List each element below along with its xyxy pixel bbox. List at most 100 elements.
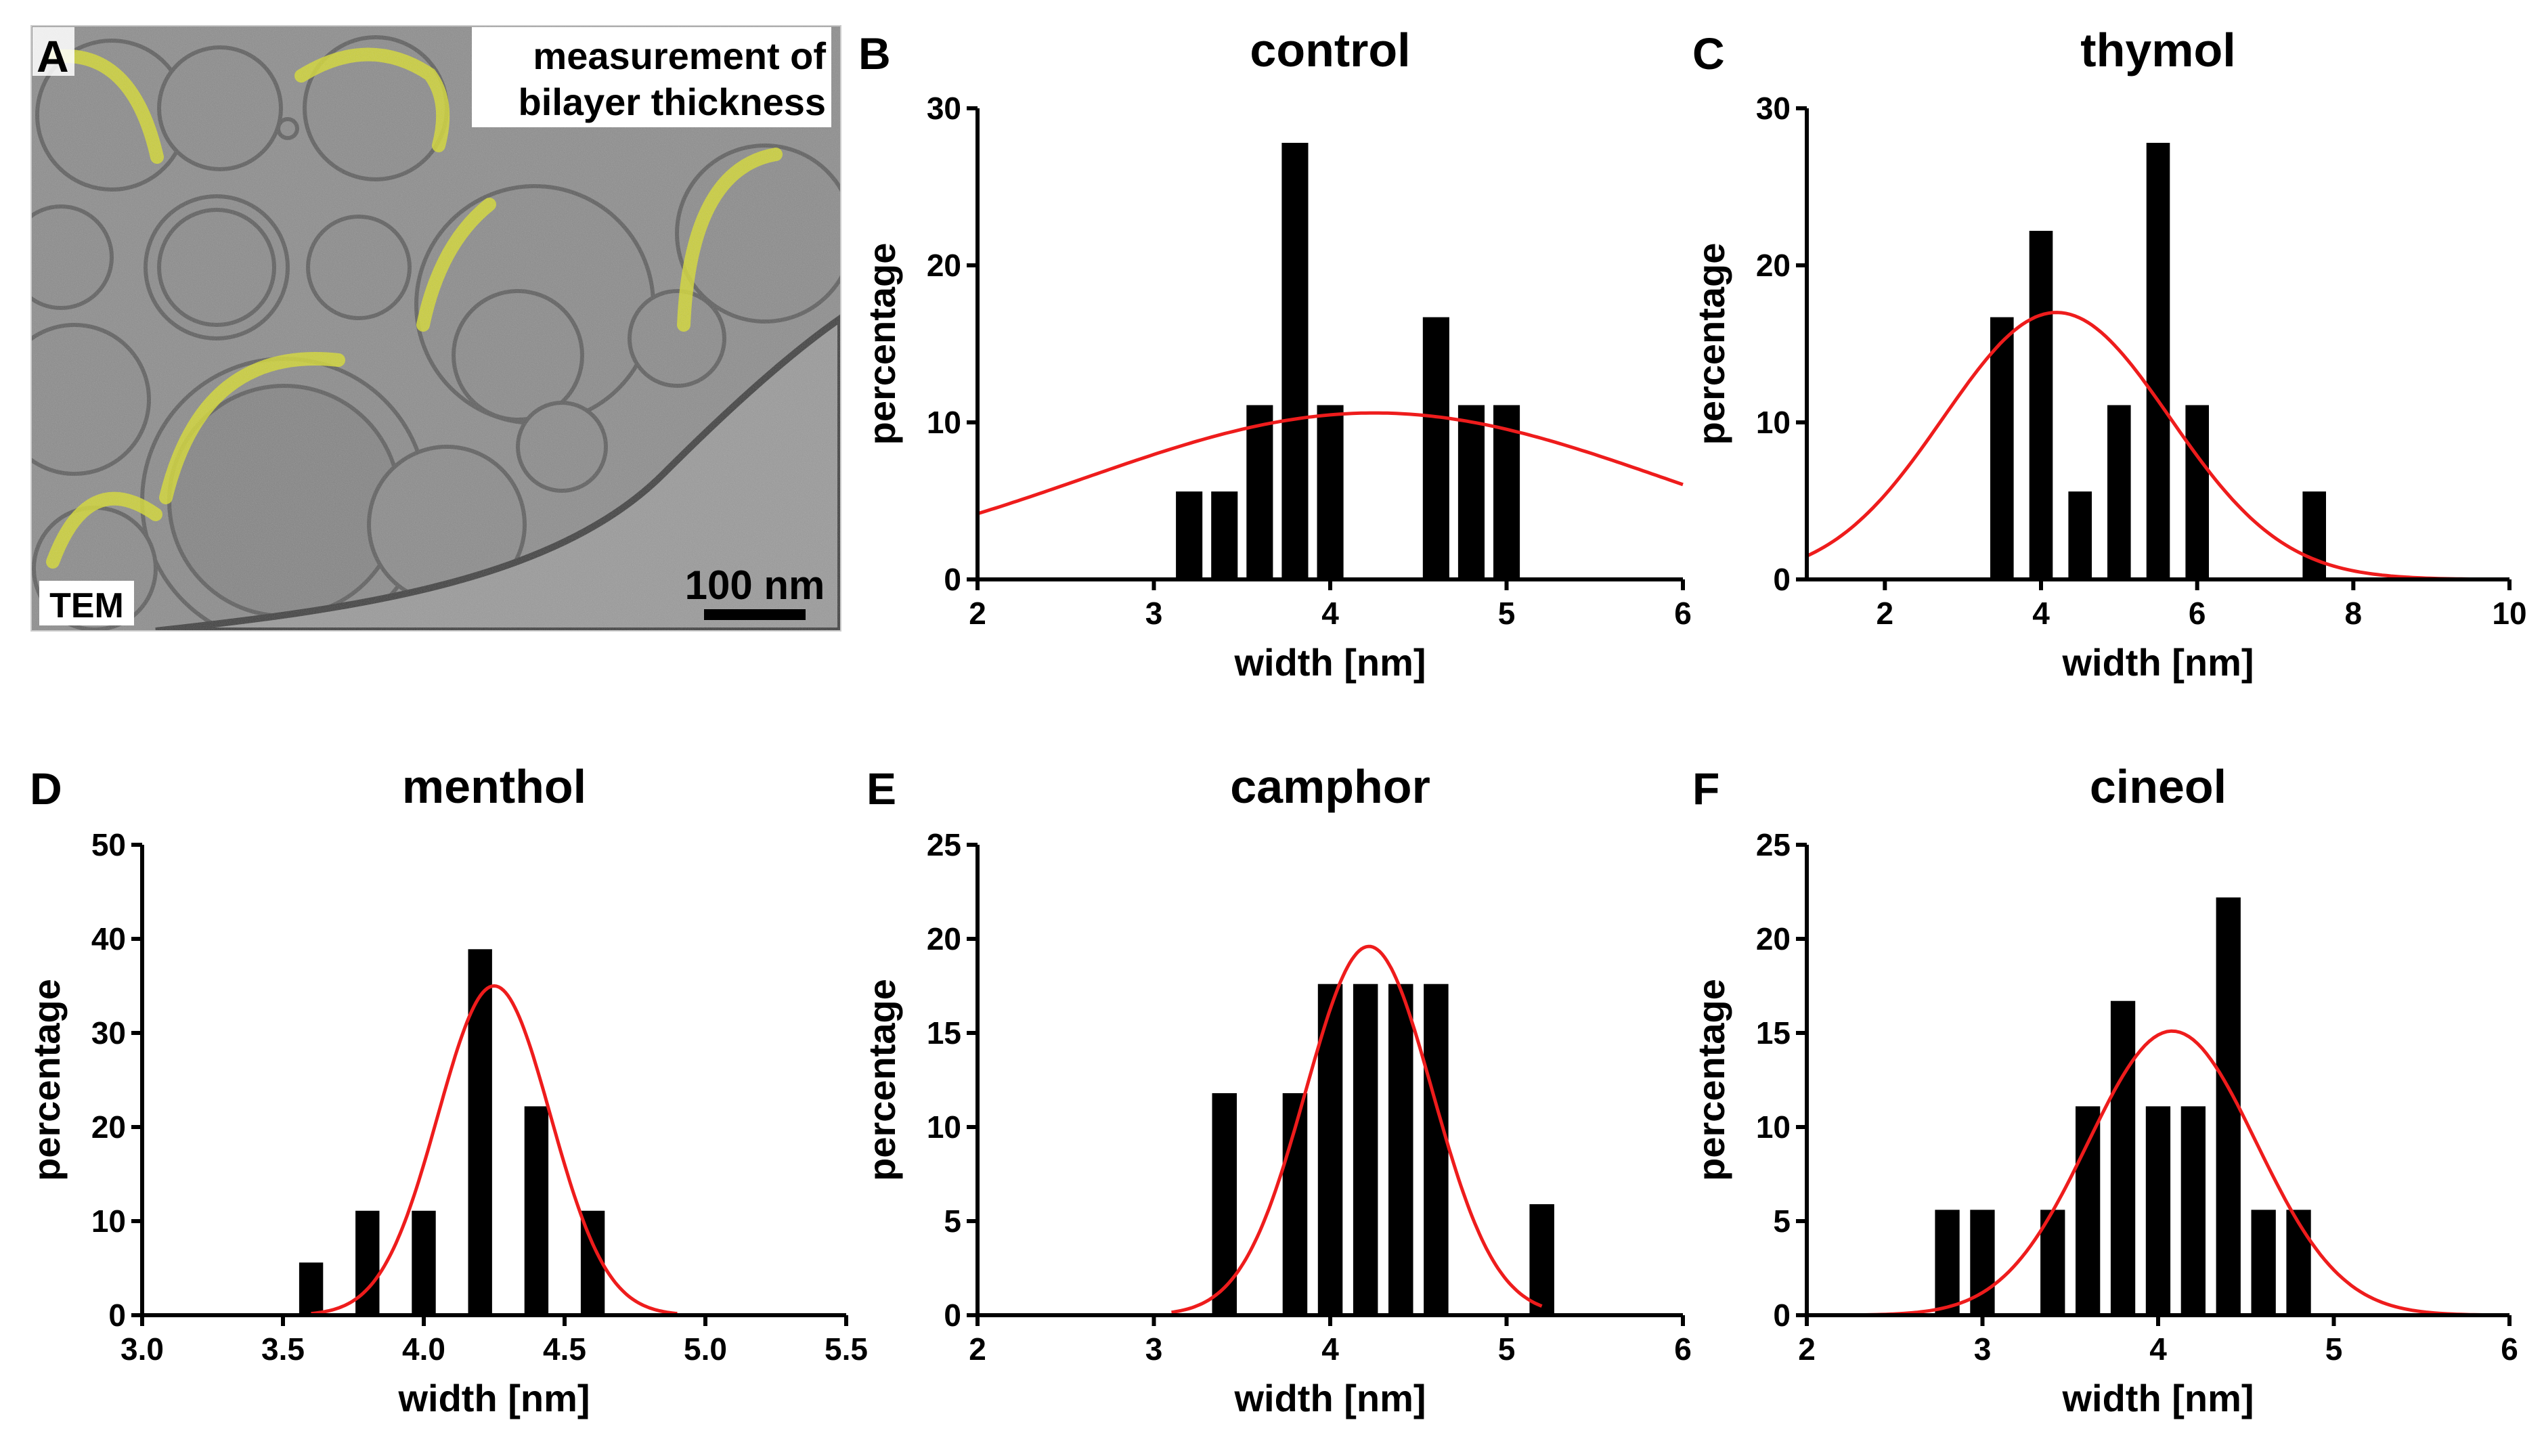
micrograph-border	[30, 25, 841, 632]
y-tick-label: 30	[927, 91, 961, 126]
x-tick-label: 2	[1877, 596, 1894, 631]
x-axis-label: width [nm]	[2061, 1377, 2254, 1419]
panel-c: C thymol 2 4 6 8 10 0 10 20 30 width [nm] percentag…	[1690, 24, 2527, 684]
bar	[1317, 405, 1344, 579]
bar	[1422, 317, 1449, 579]
panel-letter-a: A	[37, 31, 69, 81]
y-tick-label: 0	[1773, 1298, 1791, 1333]
panel-letter-b: B	[858, 28, 891, 79]
annotation-line-2: bilayer thickness	[519, 81, 826, 123]
panel-letter-f: F	[1692, 764, 1719, 814]
y-axis-label: percentage	[1690, 979, 1732, 1181]
y-tick-label: 20	[927, 248, 961, 283]
x-tick-label: 4.5	[543, 1331, 586, 1367]
y-tick-label: 10	[91, 1204, 126, 1239]
x-tick-label: 6	[2189, 596, 2206, 631]
y-tick-label: 20	[1756, 921, 1791, 956]
x-tick-label: 8	[2345, 596, 2363, 631]
panel-b: B control 2 3 4 5 6 0 10 20 30 width [nm] percentag…	[858, 24, 1692, 684]
y-tick-label: 15	[927, 1015, 961, 1051]
bar	[1246, 405, 1273, 579]
bar	[468, 949, 492, 1315]
y-tick-label: 5	[944, 1204, 961, 1239]
panel-a-letter-bg	[32, 27, 74, 76]
x-tick-label: 4.0	[402, 1331, 445, 1367]
x-tick-label: 2	[1798, 1331, 1816, 1367]
x-axis-label: width [nm]	[2061, 641, 2254, 684]
x-tick-label: 2	[969, 1331, 986, 1367]
bar	[1212, 1093, 1237, 1315]
y-tick-label: 25	[927, 827, 961, 862]
x-axis-label: width [nm]	[1233, 1377, 1426, 1419]
annotation-box	[472, 27, 831, 127]
panel-a: A measurement of bilayer thickness TEM 1…	[30, 25, 841, 632]
bar	[355, 1210, 380, 1315]
x-tick-label: 3	[1145, 1331, 1163, 1367]
y-tick-label: 10	[1756, 405, 1791, 440]
bar	[2107, 405, 2131, 579]
panel-letter-e: E	[867, 764, 896, 814]
y-axis-label: percentage	[1690, 243, 1732, 445]
x-tick-label: 6	[1674, 596, 1692, 631]
y-tick-label: 20	[1756, 248, 1791, 283]
y-tick-label: 20	[927, 921, 961, 956]
gaussian-fit-line	[1807, 1029, 2510, 1317]
x-tick-label: 3.5	[261, 1331, 305, 1367]
panel-e: E camphor 2 3 4 5 6 0 5 10 15 20 25 width [nm] percen…	[860, 760, 1692, 1419]
annotation-line-1: measurement of	[533, 35, 826, 77]
y-tick-label: 50	[91, 827, 126, 862]
bar	[2145, 1106, 2171, 1315]
x-tick-label: 4	[1321, 596, 1339, 631]
bar	[2251, 1210, 2276, 1315]
bar	[2302, 491, 2326, 579]
y-axis-label: percentage	[860, 979, 903, 1181]
x-tick-label: 3	[1145, 596, 1163, 631]
y-tick-label: 0	[108, 1298, 126, 1333]
gaussian-fit-line	[1805, 311, 2510, 581]
y-tick-label: 5	[1773, 1204, 1791, 1239]
panel-letter-c: C	[1692, 28, 1725, 79]
panel-letter-d: D	[30, 764, 62, 814]
y-axis-label: percentage	[25, 979, 68, 1181]
tem-label: TEM	[49, 586, 124, 625]
y-tick-label: 10	[927, 1109, 961, 1145]
x-tick-label: 4	[2149, 1331, 2167, 1367]
chart-title: control	[1250, 24, 1410, 76]
panel-f: F cineol 2 3 4 5 6 0 5 10 15 20 25 width [nm] percent…	[1690, 760, 2518, 1419]
bar	[1281, 143, 1309, 579]
y-tick-label: 25	[1756, 827, 1791, 862]
bar	[299, 1262, 324, 1315]
x-tick-label: 5	[2325, 1331, 2343, 1367]
gaussian-fit-line	[311, 984, 678, 1315]
bar	[1211, 491, 1238, 579]
x-tick-label: 5	[1498, 1331, 1516, 1367]
x-tick-label: 5.5	[825, 1331, 868, 1367]
chart-title: cineol	[2090, 760, 2227, 813]
y-tick-label: 0	[944, 1298, 961, 1333]
scale-bar	[704, 609, 806, 620]
bar	[1424, 984, 1449, 1315]
x-tick-label: 2	[969, 596, 986, 631]
y-tick-label: 40	[91, 921, 126, 956]
chart-title: camphor	[1230, 760, 1430, 813]
bar	[1970, 1210, 1995, 1315]
x-tick-label: 5.0	[684, 1331, 727, 1367]
y-tick-label: 10	[927, 405, 961, 440]
x-tick-label: 6	[1674, 1331, 1692, 1367]
bar	[2068, 491, 2092, 579]
y-tick-label: 30	[1756, 91, 1791, 126]
bar	[1176, 491, 1203, 579]
x-axis-label: width [nm]	[1233, 641, 1426, 684]
bar	[1529, 1204, 1554, 1315]
bar	[1990, 317, 2014, 579]
tem-label-bg	[39, 581, 134, 625]
bar	[1388, 984, 1413, 1315]
y-tick-label: 30	[91, 1015, 126, 1051]
bar	[2076, 1106, 2101, 1315]
axes	[140, 845, 846, 1317]
bar	[2286, 1210, 2311, 1315]
y-tick-label: 15	[1756, 1015, 1791, 1051]
x-tick-label: 3.0	[120, 1331, 164, 1367]
bar	[2110, 1000, 2136, 1315]
